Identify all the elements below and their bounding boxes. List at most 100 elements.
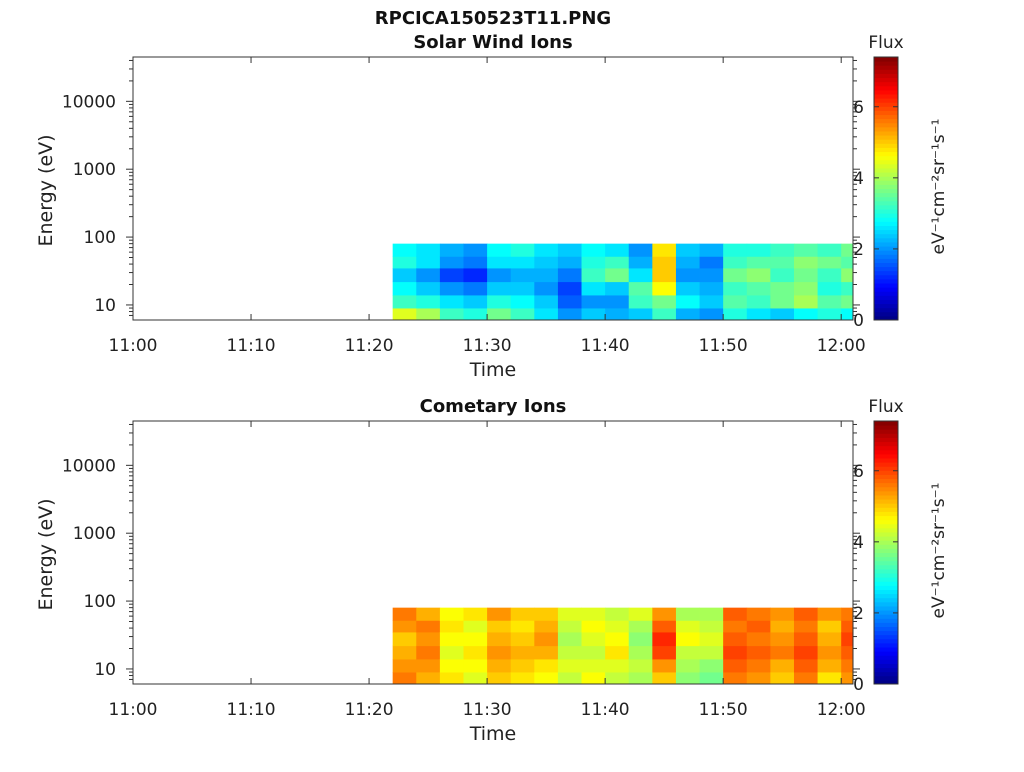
heatmap-cell	[746, 659, 771, 673]
colorbar-swatch	[874, 675, 898, 681]
colorbar-swatch	[874, 217, 898, 222]
heatmap-cell	[675, 268, 700, 283]
colorbar-swatch	[874, 441, 898, 447]
heatmap-cell	[817, 281, 842, 296]
colorbar-swatch	[874, 254, 898, 259]
heatmap-cell	[581, 620, 606, 633]
colorbar-swatch	[874, 287, 898, 292]
heatmap-cell	[770, 607, 795, 621]
chart-title: Cometary Ions	[420, 396, 567, 417]
heatmap-cell	[817, 672, 842, 685]
colorbar-swatch	[874, 274, 898, 280]
colorbar-swatch	[874, 605, 898, 611]
heatmap-cell	[675, 295, 700, 309]
colorbar-swatch	[874, 593, 898, 599]
heatmap-cell	[723, 632, 748, 647]
colorbar-swatch	[874, 490, 898, 496]
heatmap-cell	[699, 620, 724, 633]
heatmap-cell	[793, 295, 818, 309]
heatmap-cell	[699, 295, 724, 309]
heatmap-cell	[628, 295, 653, 309]
heatmap-cell	[557, 281, 582, 296]
heatmap-cell	[793, 308, 818, 321]
colorbar-tick-label: 0	[853, 675, 864, 695]
colorbar-swatch	[874, 180, 898, 185]
heatmap-cell	[487, 620, 512, 633]
heatmap-cell	[534, 645, 559, 660]
heatmap-cell	[793, 659, 818, 673]
heatmap-cell	[392, 620, 417, 633]
heatmap-cell	[723, 281, 748, 296]
heatmap-cell	[770, 295, 795, 309]
heatmap-cell	[392, 645, 417, 660]
heatmap-cell	[581, 243, 606, 257]
heatmap-cell	[841, 659, 854, 673]
heatmap-cell	[557, 672, 582, 685]
heatmap-cell	[416, 268, 441, 283]
heatmap-cell	[605, 632, 630, 647]
heatmap-cell	[487, 672, 512, 685]
heatmap-cell	[675, 659, 700, 673]
y-tick-label: 10000	[62, 456, 116, 476]
heatmap-cell	[392, 659, 417, 673]
heatmap-cell	[439, 659, 464, 673]
heatmap-cell	[652, 281, 677, 296]
heatmap-cell	[439, 632, 464, 647]
x-tick-label: 11:30	[463, 336, 512, 356]
heatmap-cell	[841, 281, 854, 296]
heatmap-cell	[628, 281, 653, 296]
colorbar-swatch	[874, 250, 898, 255]
colorbar-tick-label: 4	[853, 169, 864, 189]
colorbar-swatch	[874, 515, 898, 521]
colorbar-swatch	[874, 295, 898, 300]
heatmap-cell	[510, 632, 535, 647]
heatmap-cell	[463, 243, 488, 257]
heatmap-cell	[510, 281, 535, 296]
heatmap-cell	[817, 308, 842, 321]
colorbar-swatch	[874, 544, 898, 549]
heatmap-cell	[392, 268, 417, 283]
heatmap-cell	[723, 607, 748, 621]
heatmap-cell	[487, 632, 512, 647]
heatmap-cell	[463, 632, 488, 647]
x-tick-label: 11:00	[109, 700, 158, 720]
colorbar-swatch	[874, 315, 898, 321]
colorbar: 0 2 4 6 Flux eV⁻¹cm⁻²sr⁻¹s⁻¹	[853, 33, 949, 331]
heatmap-cell	[770, 645, 795, 660]
colorbar-swatch	[874, 494, 898, 500]
colorbar-swatch	[874, 163, 898, 169]
y-axis-label: Energy (eV)	[35, 134, 57, 246]
heatmap-cell	[392, 607, 417, 621]
heatmap-cell	[557, 308, 582, 321]
heatmap-cell	[699, 268, 724, 283]
heatmap-cell	[392, 295, 417, 309]
heatmap-cell	[746, 308, 771, 321]
colorbar-swatch	[874, 303, 898, 309]
heatmap-cell	[746, 672, 771, 685]
colorbar-swatch	[874, 622, 898, 627]
colorbar-swatch	[874, 466, 898, 471]
heatmap-cell	[463, 645, 488, 660]
heatmap-cell	[557, 295, 582, 309]
heatmap-cell	[817, 620, 842, 633]
heatmap-cell	[605, 281, 630, 296]
heatmap-cell	[746, 620, 771, 633]
heatmap-cell	[463, 672, 488, 685]
heatmap-cell	[793, 620, 818, 633]
heatmap-cell	[392, 243, 417, 257]
heatmap-cell	[416, 281, 441, 296]
colorbar-swatch	[874, 89, 898, 95]
colorbar-swatch	[874, 568, 898, 574]
colorbar-swatch	[874, 564, 898, 570]
colorbar-swatch	[874, 614, 898, 619]
heatmap-cell	[652, 645, 677, 660]
colorbar-swatch	[874, 110, 898, 116]
heatmap-cell	[723, 672, 748, 685]
heatmap-cell	[439, 256, 464, 269]
heatmap-cell	[557, 256, 582, 269]
colorbar-label: eV⁻¹cm⁻²sr⁻¹s⁻¹	[929, 119, 949, 255]
x-tick-label: 11:40	[581, 336, 630, 356]
heatmap-cell	[841, 295, 854, 309]
heatmap-cell	[652, 607, 677, 621]
colorbar-swatch	[874, 552, 898, 558]
